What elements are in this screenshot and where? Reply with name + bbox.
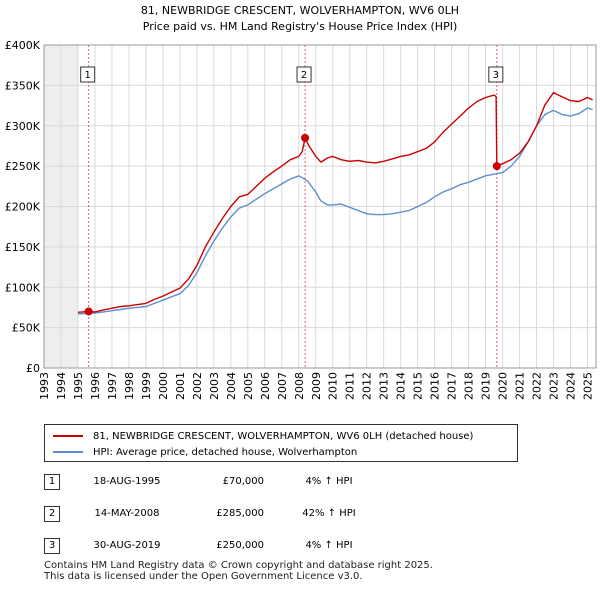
legend-label-price-paid: 81, NEWBRIDGE CRESCENT, WOLVERHAMPTON, W…: [93, 430, 474, 442]
x-tick-label: 2003: [208, 372, 221, 400]
chart-legend: 81, NEWBRIDGE CRESCENT, WOLVERHAMPTON, W…: [44, 424, 518, 462]
chart-canvas: £0 £50K £100K £150K £200K £250K £300K £350K £400…: [5, 39, 597, 400]
x-tick-label: 2004: [225, 372, 238, 400]
legend-label-hpi: HPI: Average price, detached house, Wolv…: [93, 446, 358, 458]
transaction-number-badge: 2: [44, 506, 60, 522]
x-tick-label: 2008: [293, 372, 306, 400]
x-tick-label: 2016: [429, 372, 442, 400]
transaction-point: [84, 307, 93, 316]
x-tick-label: 2017: [446, 372, 459, 400]
transaction-label-box: [488, 66, 504, 83]
x-tick-label: 2020: [497, 372, 510, 400]
x-tick-label: 2001: [174, 372, 187, 400]
x-tick-label: 2012: [361, 372, 374, 400]
x-tick-label: 2005: [242, 372, 255, 400]
x-tick-label: 2006: [259, 372, 272, 400]
x-tick-label: 1996: [89, 372, 102, 400]
chart-title-line2: Price paid vs. HM Land Registry's House …: [142, 20, 458, 33]
transaction-label-box: [296, 66, 312, 83]
attribution-footer: Contains HM Land Registry data © Crown c…: [44, 560, 433, 582]
table-row: 1 18-AUG-1995 £70,000 4% ↑ HPI: [44, 474, 404, 492]
legend-item-price-paid: 81, NEWBRIDGE CRESCENT, WOLVERHAMPTON, W…: [53, 429, 473, 443]
table-row: 2 14-MAY-2008 £285,000 42% ↑ HPI: [44, 506, 404, 524]
transaction-label: 1: [84, 70, 90, 81]
footer-line1: Contains HM Land Registry data © Crown c…: [44, 560, 433, 571]
chart-title: 81, NEWBRIDGE CRESCENT, WOLVERHAMPTON, W…: [0, 3, 600, 35]
transaction-hpi-change: 42% ↑ HPI: [302, 508, 356, 519]
transaction-date: 30-AUG-2019: [93, 540, 161, 551]
transaction-point: [301, 133, 310, 142]
transaction-date: 14-MAY-2008: [94, 508, 160, 519]
transaction-hpi-change: 4% ↑ HPI: [305, 476, 353, 487]
y-tick-label: £150K: [5, 241, 41, 254]
y-tick-label: £100K: [5, 281, 41, 294]
transaction-label-box: [80, 66, 96, 83]
x-tick-label: 2007: [276, 372, 289, 400]
y-tick-label: £300K: [5, 120, 41, 133]
x-tick-label: 2002: [191, 372, 204, 400]
legend-item-hpi: HPI: Average price, detached house, Wolv…: [53, 445, 357, 459]
transaction-price: £250,000: [216, 540, 264, 551]
x-tick-label: 2022: [531, 372, 544, 400]
x-tick-label: 2011: [344, 372, 357, 400]
legend-swatch-price-paid: [53, 435, 83, 437]
x-tick-label: 2018: [463, 372, 476, 400]
x-tick-label: 2014: [395, 372, 408, 400]
y-tick-label: £350K: [5, 79, 41, 92]
legend-swatch-hpi: [53, 451, 83, 453]
x-tick-label: 1993: [38, 372, 51, 400]
y-tick-label: £250K: [5, 160, 41, 173]
x-tick-label: 1995: [72, 372, 85, 400]
x-tick-label: 2013: [378, 372, 391, 400]
x-tick-label: 2019: [480, 372, 493, 400]
x-tick-label: 2023: [548, 372, 561, 400]
y-tick-label: £0: [26, 362, 40, 375]
y-tick-label: £50K: [12, 322, 41, 335]
x-tick-label: 2021: [514, 372, 527, 400]
x-tick-label: 2025: [582, 372, 595, 400]
table-row: 3 30-AUG-2019 £250,000 4% ↑ HPI: [44, 538, 404, 556]
transaction-price: £285,000: [216, 508, 264, 519]
transaction-point: [492, 162, 501, 171]
transaction-date: 18-AUG-1995: [93, 476, 161, 487]
transaction-price: £70,000: [222, 476, 264, 487]
price-paid-series-line: [77, 91, 593, 313]
footer-line2: This data is licensed under the Open Gov…: [44, 571, 363, 582]
x-tick-label: 2009: [310, 372, 323, 400]
x-tick-label: 1997: [106, 372, 119, 400]
chart-title-line1: 81, NEWBRIDGE CRESCENT, WOLVERHAMPTON, W…: [140, 4, 460, 17]
plot-frame: [43, 44, 597, 369]
y-tick-label: £200K: [5, 201, 41, 214]
x-tick-label: 1994: [55, 372, 68, 400]
y-tick-label: £400K: [5, 39, 41, 52]
hpi-series-line: [77, 107, 593, 315]
x-tick-label: 1999: [140, 372, 153, 400]
transaction-label: 3: [493, 70, 499, 81]
transaction-number-badge: 3: [44, 538, 60, 554]
transaction-hpi-change: 4% ↑ HPI: [305, 540, 353, 551]
x-tick-label: 2000: [157, 372, 170, 400]
x-tick-label: 2024: [565, 372, 578, 400]
x-tick-label: 2015: [412, 372, 425, 400]
transaction-label: 2: [301, 70, 307, 81]
x-tick-label: 2010: [327, 372, 340, 400]
x-tick-label: 1998: [123, 372, 136, 400]
transaction-number-badge: 1: [44, 474, 60, 490]
